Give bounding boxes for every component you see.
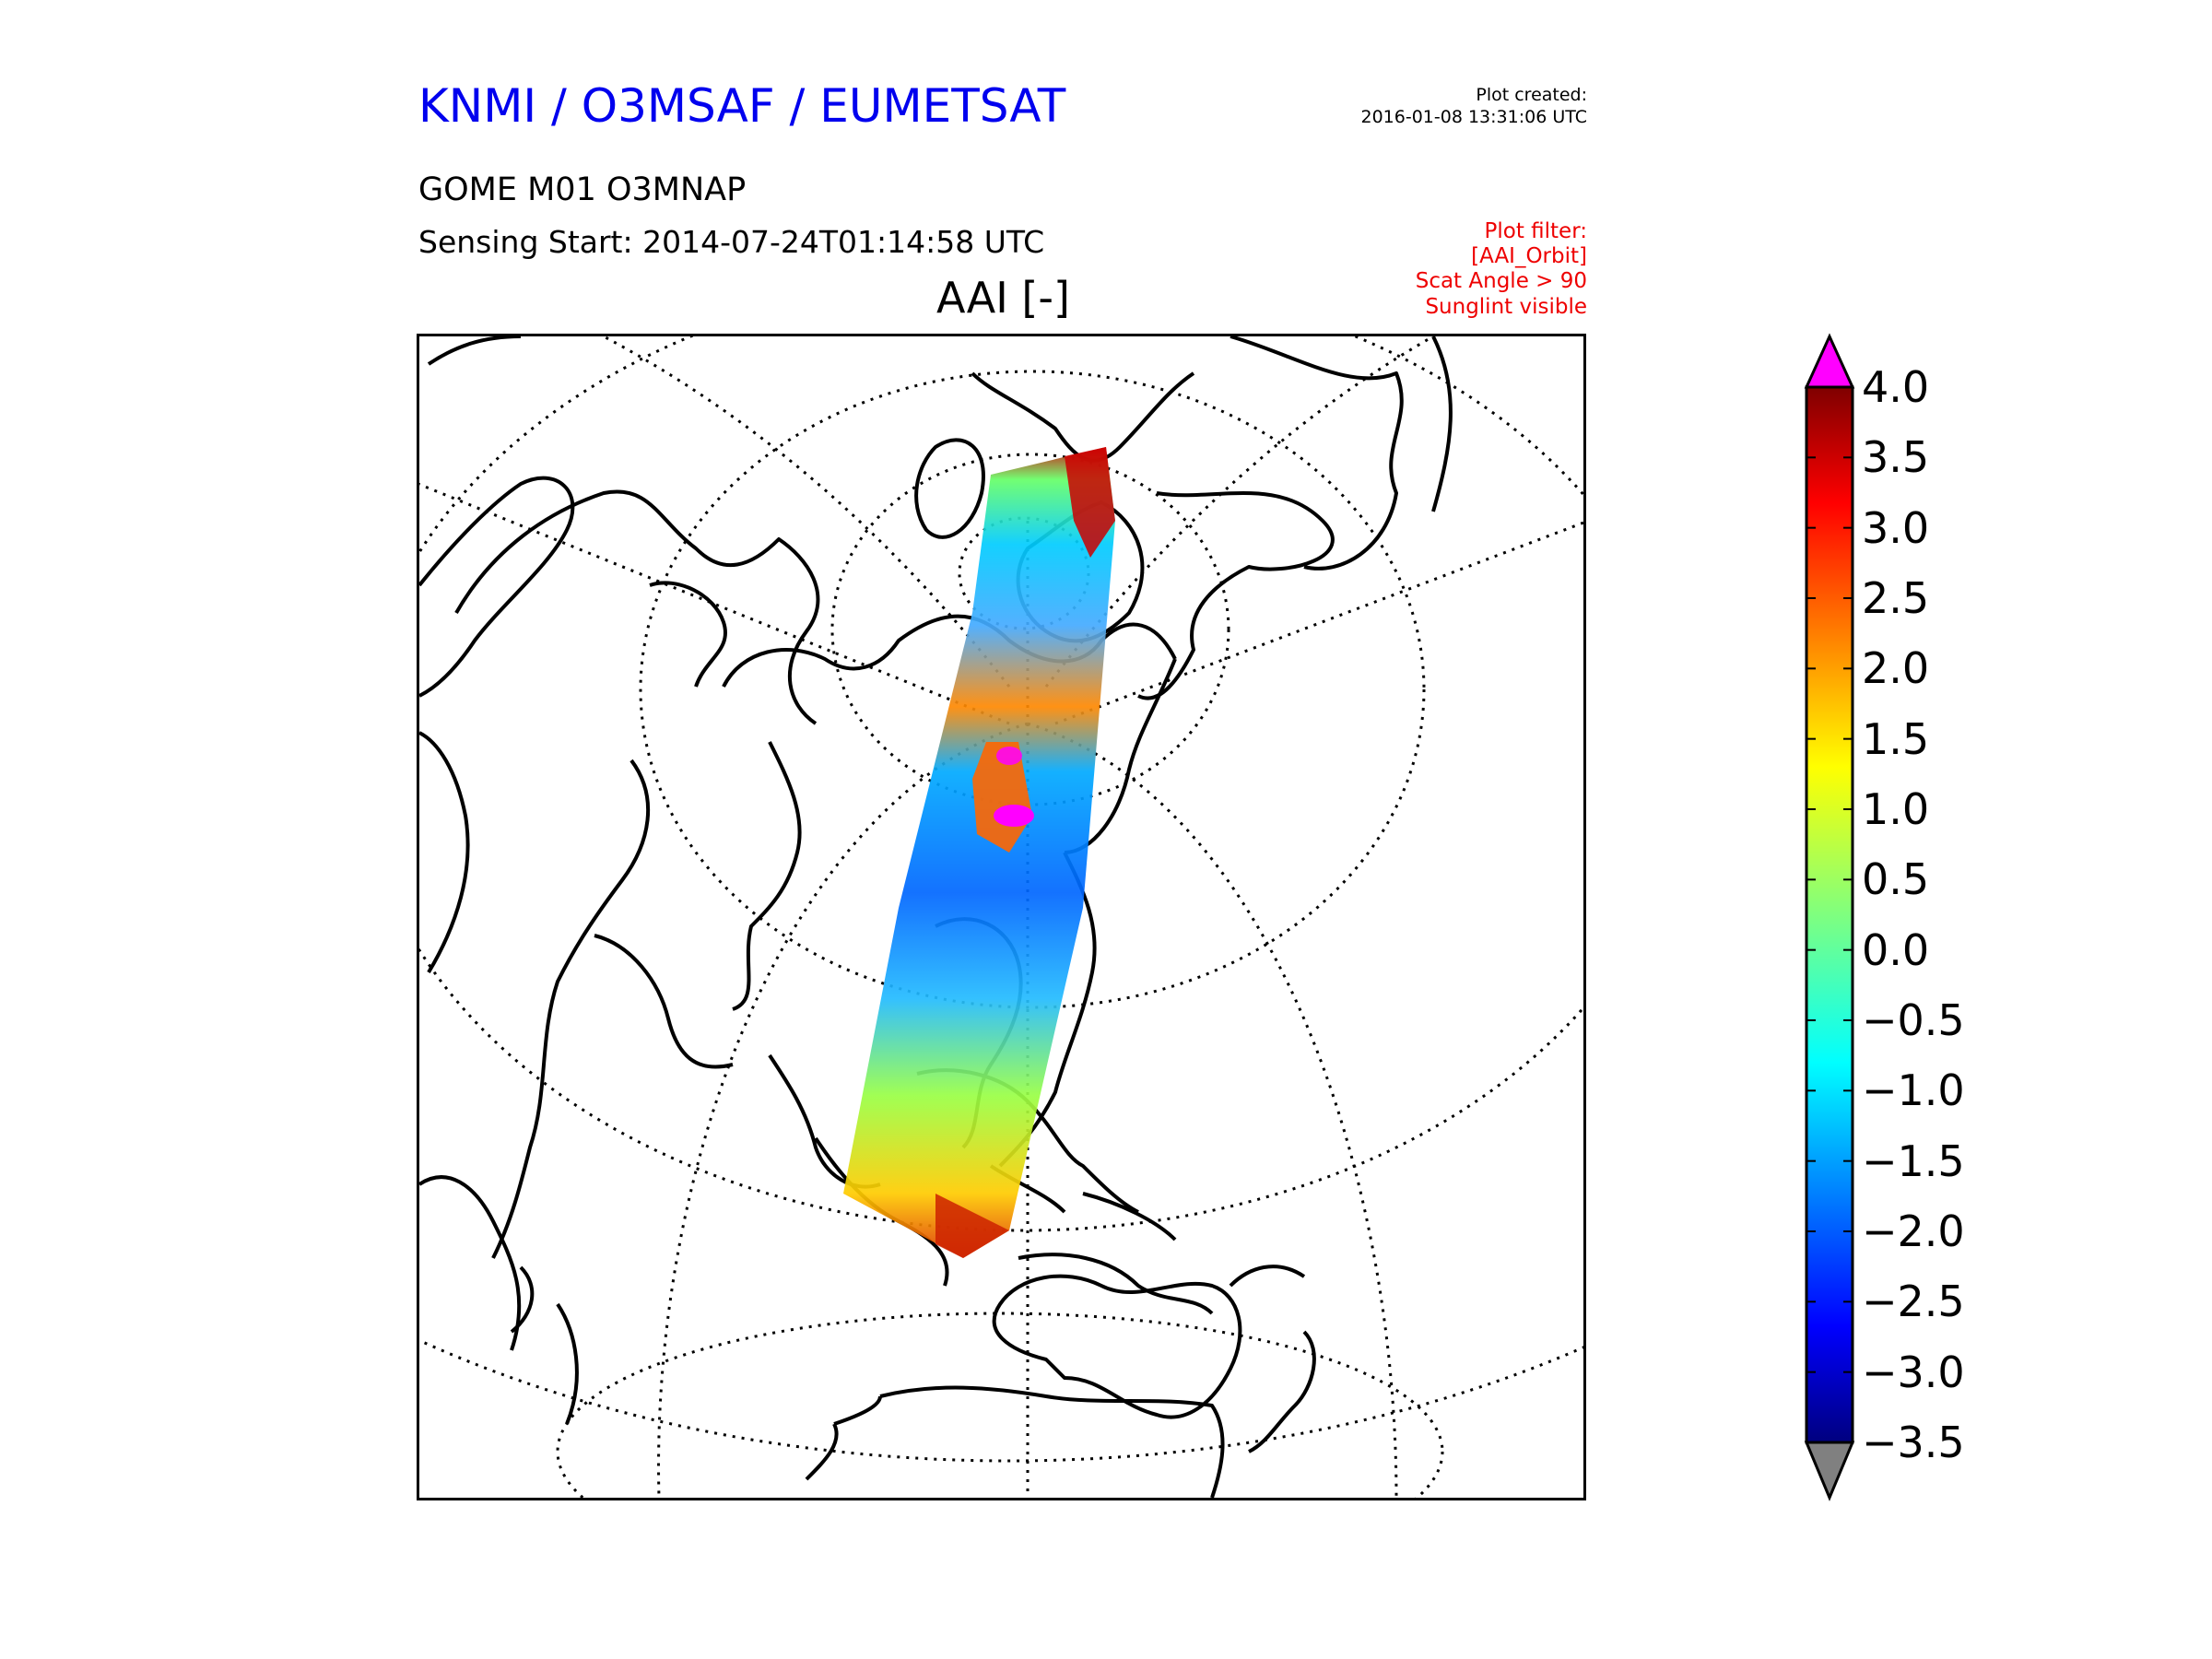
colorbar-ticks (1806, 386, 1853, 1443)
plot-created-label: Plot created: (1476, 85, 1587, 105)
colorbar-tick-label: −3.5 (1862, 1418, 1965, 1467)
plot-filter-aai-orbit: [AAI_Orbit] (1471, 244, 1587, 268)
colorbar-tick-label: −1.0 (1862, 1065, 1965, 1116)
graticule (419, 336, 1583, 1498)
plot-filter-scat-angle: Scat Angle > 90 (1415, 269, 1587, 293)
colorbar-tick-label: 1.0 (1862, 784, 1930, 834)
colorbar-tick-label: 3.0 (1862, 502, 1930, 553)
plot-filter-heading: Plot filter: (1484, 219, 1587, 243)
colorbar-tick-label: 2.0 (1862, 643, 1930, 694)
colorbar-tick-label: −1.5 (1862, 1135, 1965, 1186)
plot-created-time: 2016-01-08 13:31:06 UTC (1360, 107, 1588, 127)
colorbar-tick-label: 0.5 (1862, 854, 1930, 905)
colorbar-tick-label: −3.0 (1862, 1347, 1965, 1397)
colorbar-tick-label: 2.5 (1862, 573, 1930, 623)
plot-filter-sunglint: Sunglint visible (1425, 295, 1587, 319)
variable-title: AAI [-] (936, 273, 1070, 323)
colorbar-tick-label: 1.5 (1862, 713, 1930, 764)
colorbar-gradient (1805, 385, 1854, 1444)
aai-swath (843, 447, 1115, 1258)
colorbar-under-extension (1804, 1441, 1855, 1501)
map-panel (417, 334, 1586, 1500)
product-name: GOME M01 O3MNAP (418, 171, 747, 208)
colorbar (1804, 333, 1855, 1501)
colorbar-tick-label: −2.5 (1862, 1277, 1965, 1327)
colorbar-tick-label: −2.0 (1862, 1206, 1965, 1256)
colorbar-tick-label: 0.0 (1862, 924, 1930, 975)
colorbar-tick-label: 4.0 (1862, 362, 1930, 412)
sensing-start: Sensing Start: 2014-07-24T01:14:58 UTC (418, 224, 1045, 260)
map-canvas (419, 336, 1583, 1498)
organisation-title: KNMI / O3MSAF / EUMETSAT (418, 79, 1066, 133)
colorbar-tick-label: 3.5 (1862, 432, 1930, 483)
colorbar-over-extension (1804, 333, 1855, 389)
colorbar-tick-label: −0.5 (1862, 995, 1965, 1045)
